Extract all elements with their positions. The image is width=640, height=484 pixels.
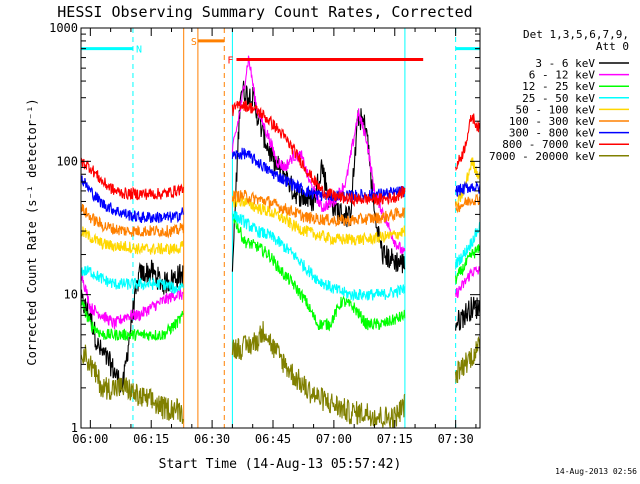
- legend-label-2: 12 - 25 keV: [522, 80, 595, 93]
- legend-label-7: 800 - 7000 keV: [502, 138, 595, 151]
- y-axis-label: Corrected Count Rate (s⁻¹ detector⁻¹): [25, 98, 39, 365]
- series-4-segment-1: [231, 195, 406, 246]
- legend-label-6: 300 - 800 keV: [509, 127, 595, 140]
- chart-title: HESSI Observing Summary Count Rates, Cor…: [57, 3, 472, 21]
- legend-title-line-2: Att 0: [596, 40, 629, 53]
- legend-label-3: 25 - 50 keV: [522, 92, 595, 105]
- legend-label-8: 7000 - 20000 keV: [489, 150, 595, 163]
- x-tick-label-2: 06:30: [194, 432, 230, 446]
- legend-label-4: 50 - 100 keV: [516, 103, 596, 116]
- y-tick-label-2: 100: [56, 154, 78, 168]
- series-5-segment-2: [455, 193, 481, 214]
- x-tick-label-0: 06:00: [72, 432, 108, 446]
- series-0-segment-2: [455, 296, 481, 331]
- legend-label-1: 6 - 12 keV: [529, 69, 596, 82]
- y-tick-label-1: 10: [64, 288, 78, 302]
- flag-label-2: S: [191, 37, 197, 48]
- x-tick-label-5: 07:15: [377, 432, 413, 446]
- flag-label-3: F: [227, 56, 233, 67]
- plot-frame: [80, 27, 481, 429]
- series-2-segment-1: [232, 213, 406, 332]
- flag-label-0: N: [136, 45, 142, 56]
- series-3: [80, 210, 481, 302]
- series-7-segment-2: [455, 113, 481, 172]
- series-2-segment-0: [80, 299, 184, 342]
- axes-layer: 1 10 100 1000 06:00 06:15 06:30 06:45 07:00 07:15…: [49, 21, 481, 446]
- series-6-segment-0: [80, 175, 184, 224]
- series-5-segment-1: [231, 189, 406, 227]
- series-5: [80, 189, 481, 239]
- series-8-segment-0: [80, 344, 184, 424]
- series-5-segment-0: [80, 203, 184, 239]
- series-8-segment-2: [455, 335, 481, 384]
- series-1-segment-0: [80, 273, 184, 330]
- series-3-segment-1: [231, 210, 406, 302]
- series-8: [80, 321, 481, 429]
- y-tick-label-0: 1: [71, 421, 78, 435]
- x-tick-label-3: 06:45: [255, 432, 291, 446]
- legend-label-5: 100 - 300 keV: [509, 115, 595, 128]
- series-8-segment-1: [231, 321, 406, 429]
- x-tick-label-4: 07:00: [316, 432, 352, 446]
- x-tick-label-6: 07:30: [438, 432, 474, 446]
- series-3-segment-2: [455, 221, 481, 270]
- series-6-segment-2: [455, 181, 481, 197]
- legend-label-0: 3 - 6 keV: [535, 57, 595, 70]
- series-7-segment-1: [231, 100, 406, 208]
- plot-layer: N S F: [80, 28, 481, 429]
- series-1-segment-2: [455, 266, 481, 299]
- x-axis-label: Start Time (14-Aug-13 05:57:42): [159, 457, 402, 472]
- x-tick-label-1: 06:15: [133, 432, 169, 446]
- legend-title-line-1: Det 1,3,5,6,7,9,: [523, 28, 629, 41]
- y-tick-label-3: 1000: [49, 21, 78, 35]
- series-7: [80, 100, 481, 208]
- series-7-segment-0: [80, 156, 184, 201]
- series-4-segment-0: [80, 226, 184, 255]
- series-2: [80, 213, 481, 342]
- timestamp-label: 14-Aug-2013 02:56: [555, 467, 637, 476]
- series-2-segment-2: [455, 244, 481, 284]
- series-3-segment-0: [80, 265, 184, 294]
